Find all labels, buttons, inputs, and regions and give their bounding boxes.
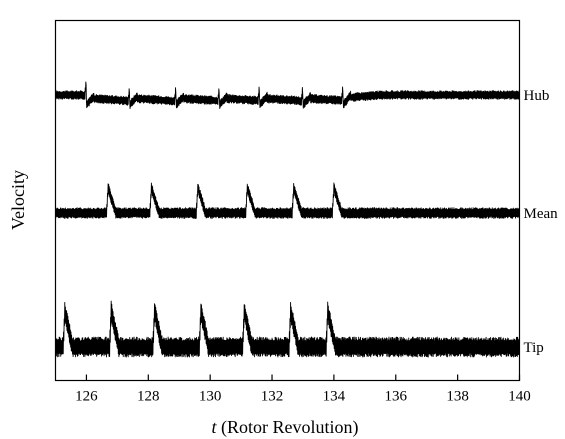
x-axis-label: t (Rotor Revolution) (211, 417, 358, 438)
x-tick-label: 132 (261, 389, 284, 405)
x-tick-label: 128 (137, 389, 160, 405)
x-tick-label: 126 (75, 389, 98, 405)
series-label-tip: Tip (524, 340, 544, 356)
y-axis-label: Velocity (8, 170, 28, 230)
series-line-tip (55, 300, 520, 358)
series-label-mean: Mean (524, 206, 559, 222)
x-tick-label: 138 (446, 389, 469, 405)
x-axis-label-italic: t (211, 417, 217, 437)
x-tick-label: 136 (385, 389, 408, 405)
x-tick-label: 134 (323, 389, 346, 405)
series-labels: Hub Mean Tip (524, 88, 559, 356)
x-axis-ticks (85, 374, 521, 381)
x-tick-label: 130 (199, 389, 222, 405)
x-axis-label-rest: (Rotor Revolution) (217, 417, 359, 438)
series-line-mean (55, 182, 520, 219)
plot-frame (54, 19, 521, 382)
series-label-hub: Hub (524, 88, 550, 104)
x-axis-tick-labels: 126 128 130 132 134 136 138 140 (75, 389, 531, 405)
x-tick-label: 140 (508, 389, 531, 405)
series-line-hub (55, 81, 520, 110)
series-traces (55, 81, 520, 358)
